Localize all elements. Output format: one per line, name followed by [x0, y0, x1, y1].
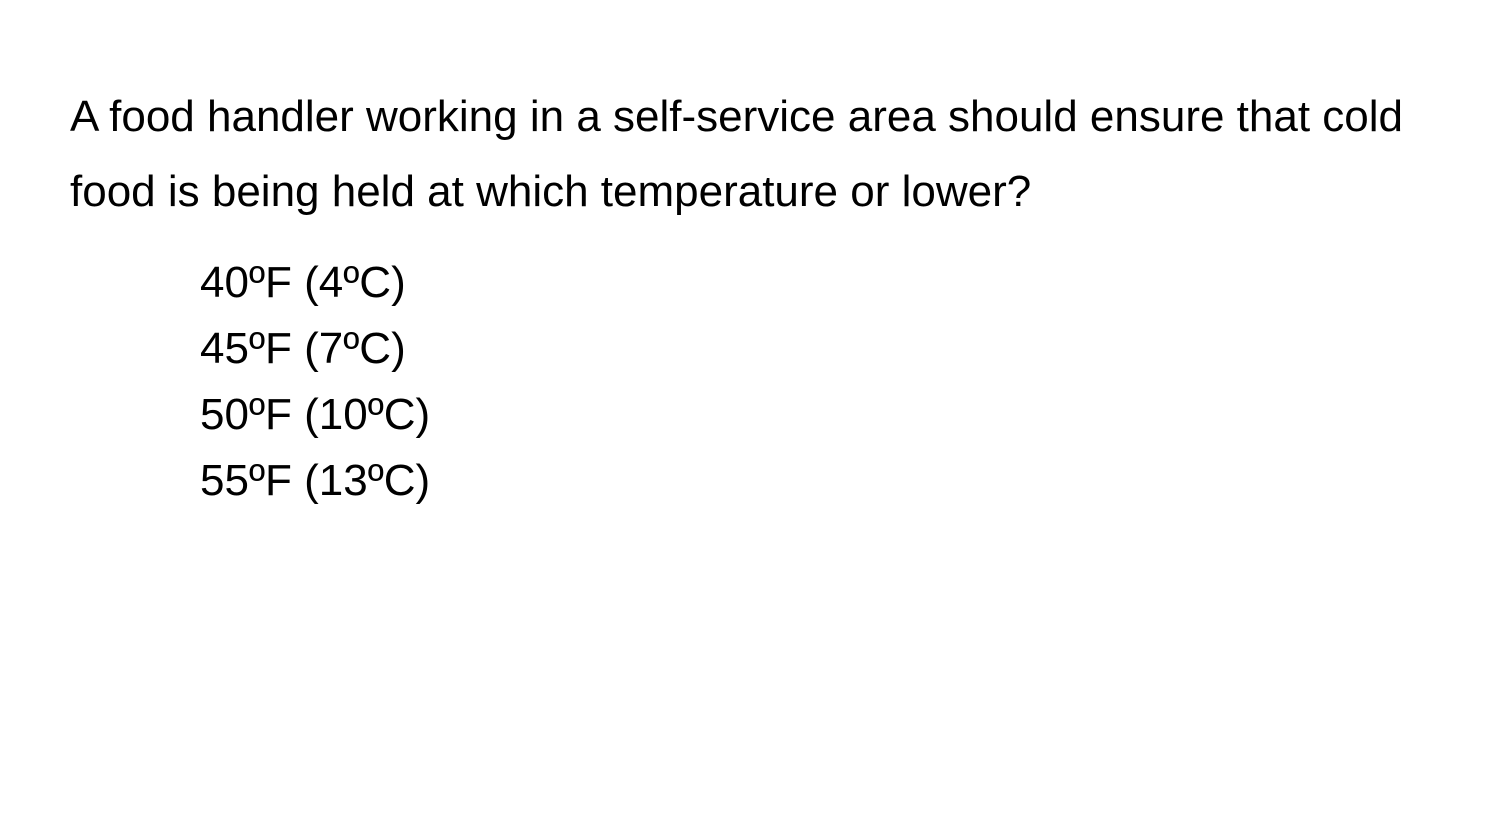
option-c: 50ºF (10ºC): [200, 382, 1430, 448]
option-d: 55ºF (13ºC): [200, 448, 1430, 514]
option-b: 45ºF (7ºC): [200, 316, 1430, 382]
options-list: 40ºF (4ºC) 45ºF (7ºC) 50ºF (10ºC) 55ºF (…: [70, 250, 1430, 514]
question-text: A food handler working in a self-service…: [70, 80, 1430, 230]
option-a: 40ºF (4ºC): [200, 250, 1430, 316]
